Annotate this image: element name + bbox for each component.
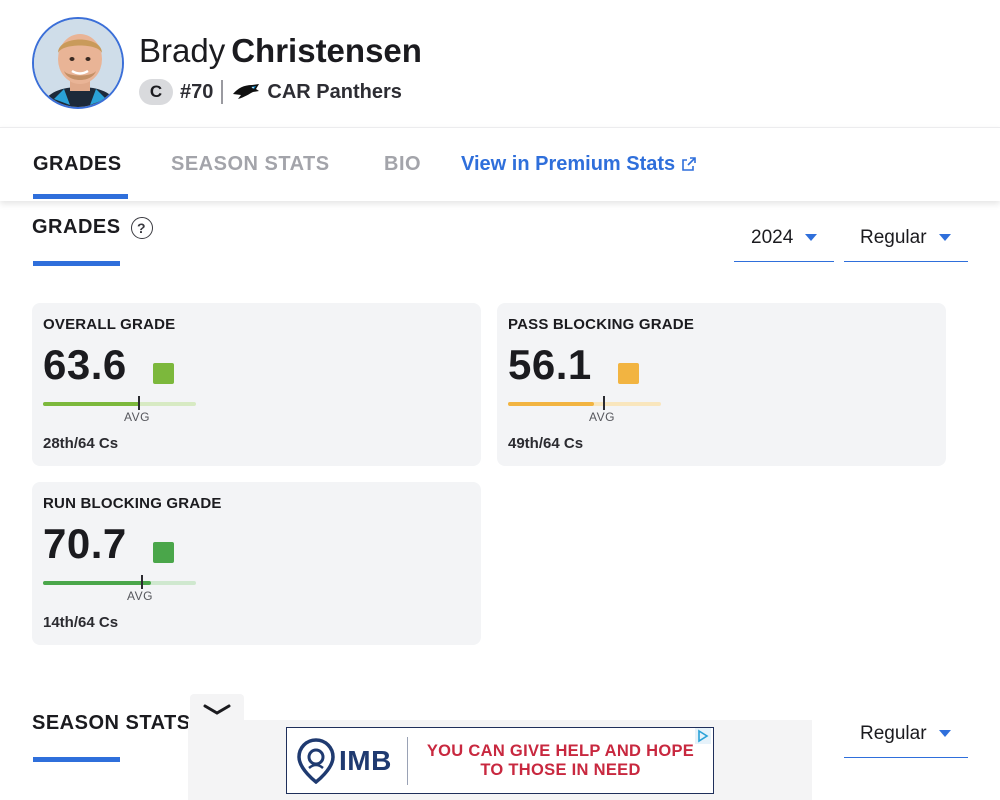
season-stats-type-value: Regular	[860, 722, 927, 744]
chevron-down-icon	[203, 704, 231, 715]
season-type-value: Regular	[860, 226, 927, 248]
avg-label: AVG	[127, 589, 153, 603]
avg-marker	[138, 396, 140, 410]
ad-message-line1: YOU CAN GIVE HELP AND HOPE	[426, 741, 695, 760]
grade-rank: 28th/64 Cs	[43, 435, 119, 452]
grade-card-overall[interactable]: OVERALL GRADE 63.6 AVG 28th/64 Cs	[32, 303, 481, 466]
position-badge: C	[139, 79, 173, 105]
tab-bar: GRADES SEASON STATS BIO View in Premium …	[0, 127, 1000, 201]
grade-bar-fill	[43, 402, 140, 406]
grade-bar-fill	[43, 581, 151, 585]
question-circle-icon[interactable]: ?	[130, 216, 153, 239]
season-type-dropdown[interactable]: Regular	[844, 214, 968, 262]
season-stats-section-title: SEASON STATS	[32, 712, 191, 735]
tab-season-stats[interactable]: SEASON STATS	[171, 152, 330, 175]
ad-banner[interactable]: IMB YOU CAN GIVE HELP AND HOPE TO THOSE …	[286, 727, 714, 794]
panthers-logo-icon	[233, 84, 260, 99]
grade-value: 63.6	[43, 341, 127, 388]
grade-bar	[43, 396, 196, 410]
grade-rank: 49th/64 Cs	[508, 435, 584, 452]
player-meta: C #70 CAR Panthers	[139, 78, 402, 106]
player-first-name: Brady	[139, 32, 226, 69]
premium-stats-label: View in Premium Stats	[461, 152, 676, 175]
grade-color-indicator	[618, 363, 639, 384]
meta-divider	[221, 80, 224, 104]
grade-card-pass-blocking[interactable]: PASS BLOCKING GRADE 56.1 AVG 49th/64 Cs	[497, 303, 946, 466]
location-pin-icon	[297, 737, 335, 784]
grade-color-indicator	[153, 542, 174, 563]
year-dropdown[interactable]: 2024	[734, 214, 834, 262]
avg-label: AVG	[124, 410, 150, 424]
ad-message: YOU CAN GIVE HELP AND HOPE TO THOSE IN N…	[408, 742, 713, 780]
caret-down-icon	[805, 234, 818, 241]
tab-bio[interactable]: BIO	[384, 152, 422, 175]
jersey-number: #70	[180, 80, 214, 103]
grades-section-title: GRADES ?	[32, 216, 153, 239]
team-name[interactable]: CAR Panthers	[267, 80, 402, 103]
season-stats-section-underline	[33, 757, 120, 762]
grade-bar	[508, 396, 661, 410]
grade-bar	[43, 575, 196, 589]
season-stats-type-dropdown[interactable]: Regular	[844, 710, 968, 758]
grade-value: 56.1	[508, 341, 592, 388]
player-header: Brady Christensen C #70 CAR Panthers	[0, 0, 1000, 128]
avg-marker	[603, 396, 605, 410]
player-name: Brady Christensen	[139, 30, 422, 72]
external-link-icon	[682, 157, 696, 171]
avg-marker	[141, 575, 143, 589]
player-avatar	[32, 17, 124, 109]
player-headshot-icon	[34, 19, 122, 107]
grade-card-title: RUN BLOCKING GRADE	[43, 495, 222, 512]
ad-divider	[407, 736, 408, 785]
ad-collapse-button[interactable]	[190, 694, 244, 726]
grade-rank: 14th/64 Cs	[43, 614, 119, 631]
premium-stats-link[interactable]: View in Premium Stats	[461, 128, 697, 200]
ad-logo-text: IMB	[339, 744, 392, 776]
grade-card-title: PASS BLOCKING GRADE	[508, 316, 695, 333]
caret-down-icon	[938, 234, 951, 241]
grade-value: 70.7	[43, 520, 127, 567]
avg-label: AVG	[589, 410, 615, 424]
tab-grades[interactable]: GRADES	[33, 152, 122, 175]
caret-down-icon	[938, 730, 951, 737]
player-last-name: Christensen	[231, 32, 422, 69]
grades-title-text: GRADES	[32, 216, 121, 238]
ad-choices-icon[interactable]	[695, 728, 711, 744]
active-tab-indicator	[33, 194, 128, 199]
year-value: 2024	[751, 226, 794, 248]
grade-bar-fill	[508, 402, 594, 406]
ad-logo: IMB	[287, 737, 407, 784]
grades-section-underline	[33, 261, 120, 266]
grade-card-title: OVERALL GRADE	[43, 316, 176, 333]
grade-color-indicator	[153, 363, 174, 384]
grade-card-run-blocking[interactable]: RUN BLOCKING GRADE 70.7 AVG 14th/64 Cs	[32, 482, 481, 645]
season-stats-title-text: SEASON STATS	[32, 712, 191, 734]
ad-message-line2: TO THOSE IN NEED	[480, 760, 641, 779]
